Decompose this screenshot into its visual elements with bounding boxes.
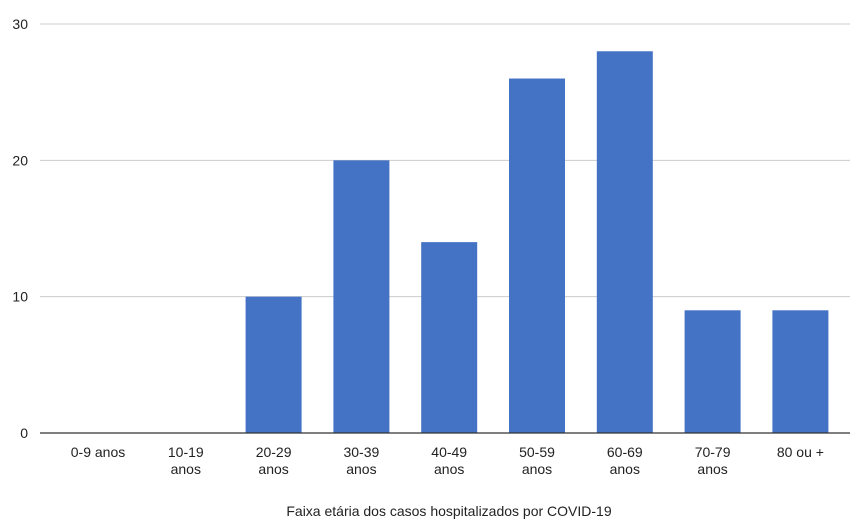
x-tick-label: 20-29: [256, 444, 292, 460]
x-tick-label: anos: [171, 461, 201, 477]
x-tick-label: anos: [610, 461, 640, 477]
bar: [421, 242, 478, 433]
bar: [772, 310, 829, 433]
bar: [509, 78, 565, 434]
x-tick-label: 0-9 anos: [71, 444, 125, 460]
bar: [245, 296, 302, 433]
x-tick-label: anos: [697, 461, 727, 477]
x-tick-label: 70-79: [695, 444, 731, 460]
x-tick-label: anos: [346, 461, 376, 477]
y-axis-ticks: 0 10 20 30: [12, 16, 28, 441]
y-tick-label: 30: [12, 16, 28, 32]
x-axis-title: Faixa etária dos casos hospitalizados po…: [286, 503, 611, 519]
y-tick-label: 0: [20, 425, 28, 441]
x-tick-label: 50-59: [519, 444, 555, 460]
x-tick-label: 80 ou +: [777, 444, 824, 460]
x-tick-label: anos: [258, 461, 288, 477]
x-tick-label: 60-69: [607, 444, 643, 460]
bar: [333, 160, 390, 434]
x-axis-labels: 0-9 anos 10-19anos20-29anos30-39anos40-49…: [71, 444, 824, 477]
y-tick-label: 10: [12, 289, 28, 305]
bars: [245, 51, 829, 434]
bar: [596, 51, 653, 434]
x-tick-label: anos: [434, 461, 464, 477]
x-tick-label: anos: [522, 461, 552, 477]
x-tick-label: 40-49: [431, 444, 467, 460]
bar: [684, 310, 741, 433]
x-tick-label: 30-39: [343, 444, 379, 460]
x-tick-label: 10-19: [168, 444, 204, 460]
y-tick-label: 20: [12, 152, 28, 168]
